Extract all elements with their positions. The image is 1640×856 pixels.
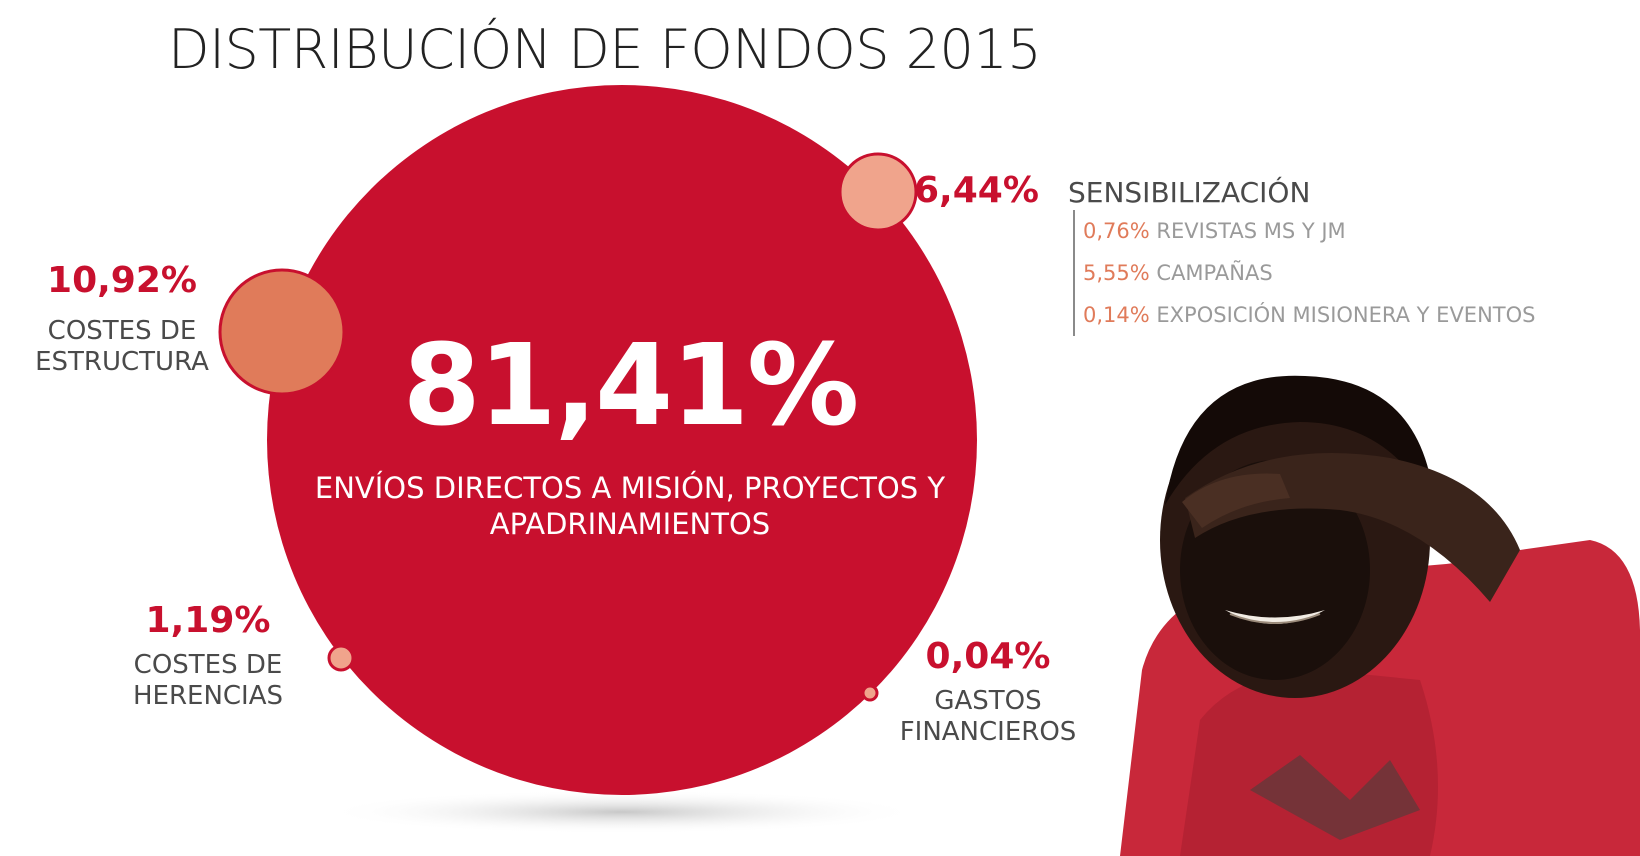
value-label-estructura: 10,92%: [47, 260, 197, 301]
breakdown-value-campanas: 5,55%: [1083, 261, 1150, 285]
category-label-sensibilizacion: SENSIBILIZACIÓN: [1068, 176, 1311, 209]
category-label-envios: ENVÍOS DIRECTOS A MISIÓN, PROYECTOS Y AP…: [314, 471, 946, 542]
breakdown-label-revistas: REVISTAS MS Y JM: [1156, 219, 1346, 243]
value-label-herencias: 1,19%: [145, 600, 271, 641]
bubble-costes-estructura: [218, 268, 346, 396]
breakdown-item-revistas: 0,76% REVISTAS MS Y JM: [1083, 210, 1535, 252]
main-bubble-shadow: [322, 790, 922, 834]
breakdown-label-exposicion: EXPOSICIÓN MISIONERA Y EVENTOS: [1156, 303, 1536, 327]
breakdown-label-campanas: CAMPAÑAS: [1156, 261, 1273, 285]
bubble-envios: [267, 85, 977, 795]
bubble-sensibilizacion: [838, 152, 918, 232]
bubble-gastos-financieros: [861, 684, 879, 702]
photo-hand: [1182, 473, 1290, 528]
category-label-financieros: GASTOS FINANCIEROS: [899, 686, 1077, 748]
breakdown-item-campanas: 5,55% CAMPAÑAS: [1083, 252, 1535, 294]
bubble-costes-herencias: [327, 644, 355, 672]
category-label-herencias: COSTES DE HERENCIAS: [132, 650, 284, 712]
child-photo: [1120, 375, 1640, 856]
value-label-envios: 81,41%: [402, 321, 859, 451]
photo-teeth-shadow: [1229, 613, 1321, 624]
breakdown-value-revistas: 0,76%: [1083, 219, 1150, 243]
photo-hair: [1165, 375, 1435, 510]
chart-title: DISTRIBUCIÓN DE FONDOS 2015: [168, 18, 1042, 81]
breakdown-item-exposicion: 0,14% EXPOSICIÓN MISIONERA Y EVENTOS: [1083, 294, 1535, 336]
sensibilizacion-breakdown: 0,76% REVISTAS MS Y JM 5,55% CAMPAÑAS 0,…: [1073, 210, 1535, 336]
value-label-sensibilizacion: 6,44%: [914, 170, 1039, 211]
photo-shirt-print: [1250, 755, 1420, 840]
category-label-estructura: COSTES DE ESTRUCTURA: [35, 316, 209, 378]
value-label-financieros: 0,04%: [925, 636, 1051, 677]
breakdown-value-exposicion: 0,14%: [1083, 303, 1150, 327]
